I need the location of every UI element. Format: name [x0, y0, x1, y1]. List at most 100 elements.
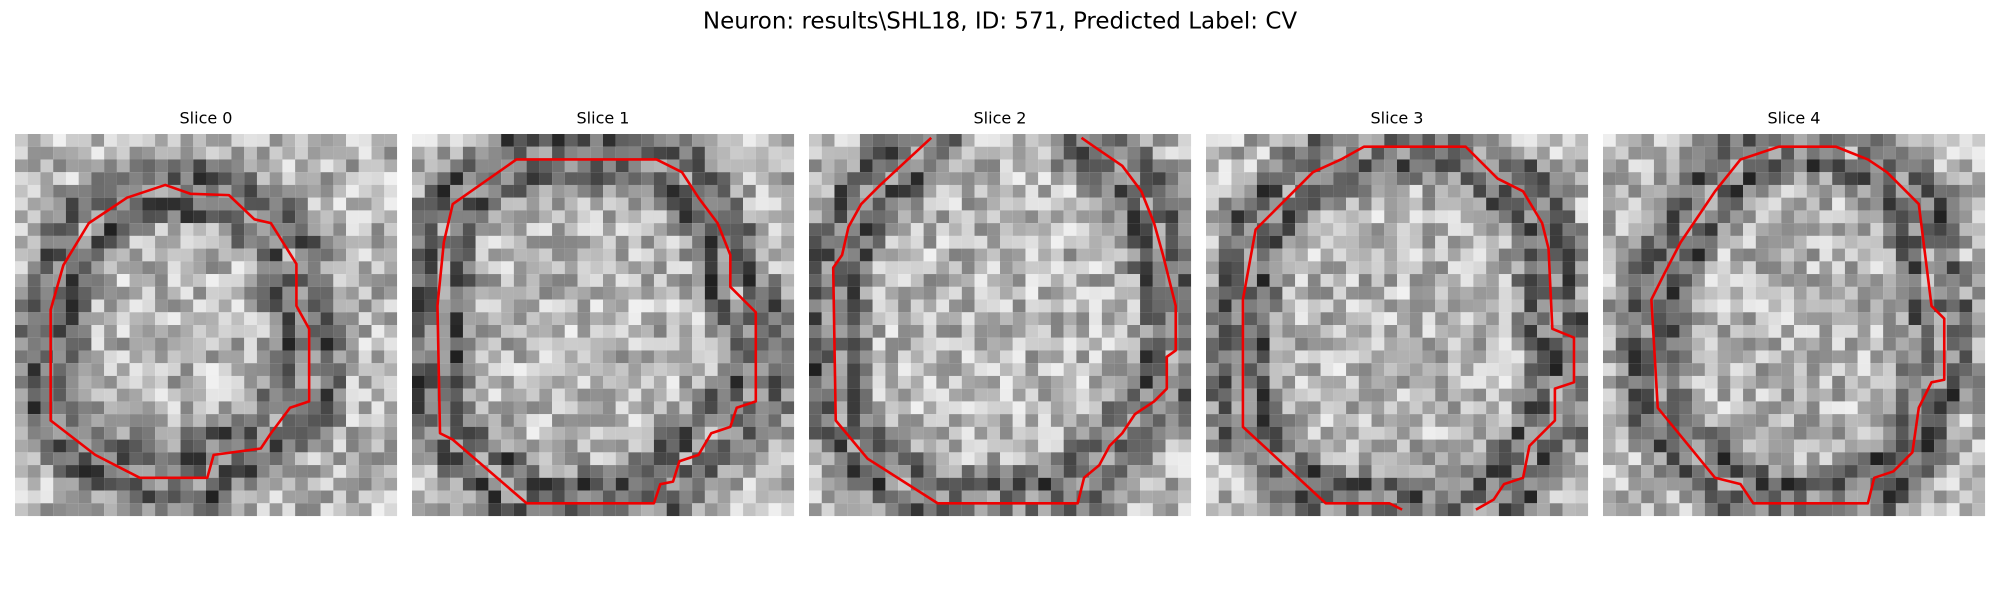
- pixel: [1435, 146, 1448, 160]
- pixel: [1025, 503, 1039, 517]
- pixel: [346, 401, 359, 415]
- pixel: [1692, 223, 1705, 236]
- pixel: [206, 261, 219, 275]
- pixel: [104, 350, 117, 364]
- pixel: [577, 388, 591, 402]
- pixel: [1717, 184, 1731, 198]
- pixel: [679, 134, 693, 147]
- pixel: [1959, 337, 1973, 351]
- pixel: [27, 184, 41, 198]
- pixel: [193, 172, 207, 185]
- pixel: [898, 197, 911, 211]
- pixel: [1704, 503, 1718, 517]
- pixel: [384, 299, 398, 313]
- pixel: [1038, 363, 1051, 376]
- pixel: [1000, 503, 1013, 517]
- pixel: [1435, 248, 1448, 262]
- pixel: [1460, 325, 1474, 338]
- pixel: [1218, 134, 1232, 147]
- pixel: [1743, 172, 1756, 185]
- pixel: [1282, 274, 1296, 287]
- pixel: [320, 426, 334, 440]
- pixel: [1409, 477, 1423, 491]
- pixel: [256, 465, 270, 478]
- pixel: [1140, 477, 1153, 491]
- pixel: [1562, 503, 1576, 517]
- pixel: [1218, 375, 1232, 389]
- pixel: [961, 388, 975, 402]
- pixel: [872, 426, 886, 440]
- pixel: [1883, 299, 1896, 313]
- pixel: [320, 197, 334, 211]
- pixel: [1165, 375, 1179, 389]
- pixel: [295, 452, 308, 466]
- pixel: [282, 146, 296, 160]
- pixel: [1000, 465, 1013, 478]
- pixel: [1114, 286, 1128, 300]
- pixel: [27, 210, 41, 224]
- pixel: [1101, 375, 1115, 389]
- pixel: [1218, 439, 1232, 453]
- pixel: [859, 426, 873, 440]
- pixel: [1025, 172, 1039, 185]
- pixel: [1768, 235, 1782, 249]
- pixel: [424, 401, 438, 415]
- pixel: [193, 197, 207, 211]
- pixel: [1615, 184, 1629, 198]
- pixel: [1794, 312, 1807, 326]
- pixel: [1819, 503, 1833, 517]
- pixel: [809, 312, 822, 326]
- pixel: [1397, 184, 1410, 198]
- pixel: [717, 490, 731, 504]
- pixel: [1295, 299, 1308, 313]
- pixel: [1346, 223, 1359, 236]
- pixel: [1231, 426, 1245, 440]
- pixel: [1524, 210, 1538, 224]
- pixel: [1704, 490, 1718, 504]
- pixel: [1653, 146, 1667, 160]
- pixel: [730, 223, 744, 236]
- pixel: [1781, 477, 1795, 491]
- pixel: [781, 299, 795, 313]
- pixel: [1447, 337, 1461, 351]
- pixel: [666, 210, 680, 224]
- pixel: [834, 299, 848, 313]
- pixel: [475, 286, 489, 300]
- pixel: [1295, 452, 1308, 466]
- pixel: [65, 439, 79, 453]
- pixel: [1256, 363, 1270, 376]
- pixel: [450, 235, 463, 249]
- pixel: [1282, 350, 1296, 364]
- pixel: [974, 248, 988, 262]
- pixel: [1641, 312, 1654, 326]
- pixel: [641, 299, 654, 313]
- pixel: [437, 159, 451, 173]
- pixel: [1628, 210, 1642, 224]
- pixel: [1628, 439, 1642, 453]
- pixel: [1895, 477, 1909, 491]
- pixel: [371, 312, 385, 326]
- pixel: [218, 223, 232, 236]
- pixel: [1628, 235, 1642, 249]
- pixel: [936, 439, 950, 453]
- pixel: [1435, 261, 1448, 275]
- slice-image: [412, 134, 795, 517]
- pixel: [346, 503, 359, 517]
- pixel: [717, 452, 731, 466]
- pixel: [412, 210, 425, 224]
- pixel: [615, 146, 629, 160]
- pixel: [552, 312, 565, 326]
- pixel: [1114, 235, 1128, 249]
- pixel: [1358, 223, 1372, 236]
- pixel: [1575, 299, 1589, 313]
- pixel: [1050, 439, 1064, 453]
- pixel: [1946, 210, 1960, 224]
- pixel: [1781, 223, 1795, 236]
- pixel: [1206, 197, 1219, 211]
- pixel: [1666, 477, 1680, 491]
- pixel: [1038, 299, 1051, 313]
- pixel: [282, 312, 296, 326]
- pixel: [923, 274, 937, 287]
- pixel: [1844, 401, 1858, 415]
- pixel: [1152, 146, 1166, 160]
